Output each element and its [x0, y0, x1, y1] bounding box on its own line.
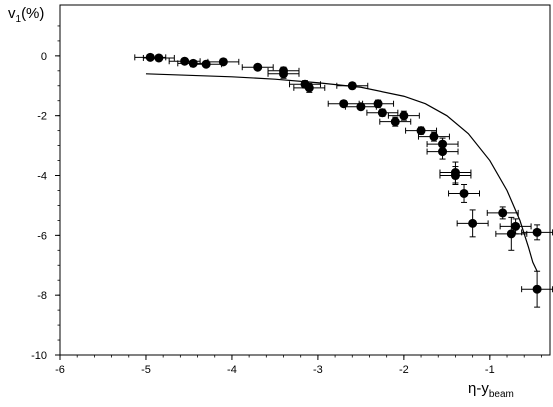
data-marks: [134, 52, 553, 308]
point-marker: [468, 218, 478, 228]
point-marker: [459, 188, 469, 198]
data-point: [456, 209, 489, 238]
point-marker: [356, 102, 366, 112]
plot-area: [59, 4, 551, 356]
x-tick-label: -5: [141, 364, 151, 376]
point-marker: [154, 53, 164, 63]
point-marker: [304, 83, 314, 93]
point-marker: [253, 62, 263, 72]
y-axis-title-main: v: [8, 5, 16, 22]
y-tick-label: -6: [37, 230, 47, 242]
y-tick-label: -2: [37, 111, 47, 123]
point-marker: [416, 126, 426, 136]
data-point: [142, 53, 175, 63]
data-point: [387, 110, 420, 121]
y-tick-label: -10: [31, 350, 47, 362]
x-tick-label: -4: [227, 364, 237, 376]
data-point: [405, 126, 438, 136]
axes: -6 -5 -4 -3 -2 -10-2-4-6-8-10: [31, 25, 542, 376]
data-point: [362, 99, 395, 109]
data-point: [293, 82, 326, 93]
x-tick-label: -1: [485, 364, 495, 376]
data-point: [267, 68, 300, 79]
data-point: [207, 57, 240, 67]
x-axis-title: η-ybeam: [468, 380, 514, 400]
y-tick-label: -8: [37, 290, 47, 302]
point-marker: [279, 69, 289, 79]
data-point: [486, 206, 519, 220]
point-marker: [339, 99, 349, 109]
point-marker: [373, 99, 383, 109]
data-point: [366, 108, 399, 118]
data-point: [417, 131, 450, 142]
point-marker: [498, 208, 508, 218]
y-tick-label: -4: [37, 171, 47, 183]
plot-frame: [59, 4, 551, 356]
y-tick-label: 0: [41, 51, 47, 63]
point-marker: [347, 81, 357, 91]
x-axis-title-sub: beam: [489, 389, 514, 400]
point-marker: [218, 57, 228, 67]
data-point: [521, 224, 553, 241]
point-marker: [399, 111, 409, 121]
x-tick-label: -6: [55, 364, 65, 376]
point-marker: [180, 56, 190, 66]
point-marker: [532, 284, 542, 294]
point-marker: [377, 108, 387, 118]
point-marker: [450, 171, 460, 181]
data-point: [426, 143, 459, 160]
point-marker: [506, 229, 516, 239]
data-point: [336, 81, 369, 91]
data-point: [327, 99, 360, 109]
data-point: [521, 270, 553, 308]
point-marker: [188, 58, 198, 68]
data-point: [495, 216, 528, 251]
point-marker: [438, 147, 448, 157]
point-marker: [429, 132, 439, 142]
data-point: [379, 116, 412, 127]
data-point: [439, 166, 472, 185]
point-marker: [390, 117, 400, 127]
point-marker: [532, 227, 542, 237]
x-axis-title-main: η-y: [468, 380, 489, 397]
point-marker: [145, 52, 155, 62]
y-axis-title: v1(%): [8, 5, 44, 25]
point-marker: [201, 59, 211, 69]
x-tick-label: -3: [313, 364, 323, 376]
y-axis-title-suffix: (%): [21, 5, 44, 22]
y-axis-title-sub: 1: [16, 14, 22, 25]
data-point: [448, 183, 481, 203]
data-point: [241, 62, 274, 72]
x-tick-label: -2: [399, 364, 409, 376]
point-marker: [511, 221, 521, 231]
